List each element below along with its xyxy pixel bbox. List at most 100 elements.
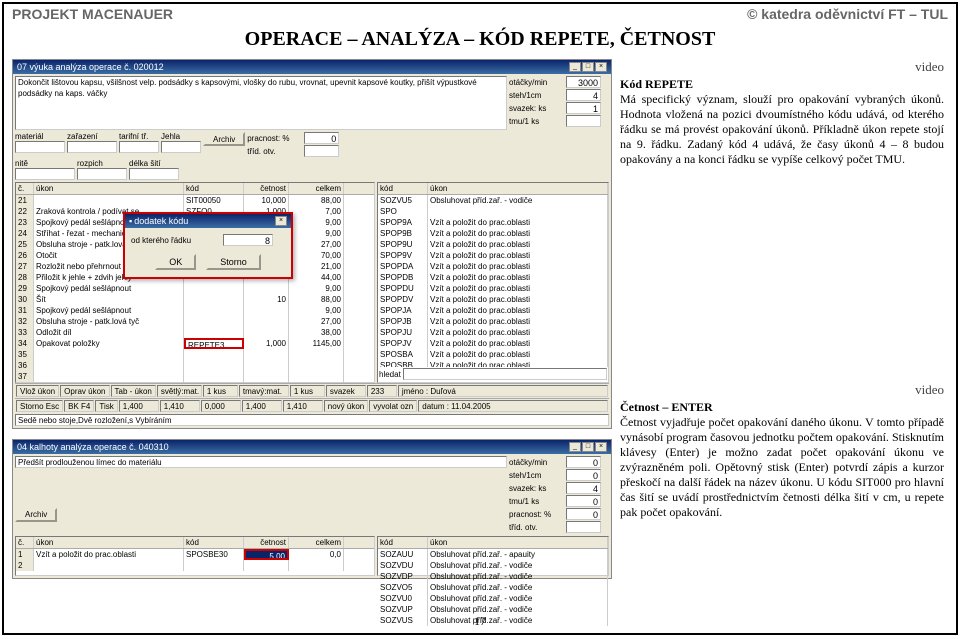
dialog-value[interactable]: 8 [223,234,273,246]
st-tisk[interactable]: Tisk [95,400,117,412]
steh-field[interactable]: 4 [566,89,601,101]
trid2-field[interactable] [566,521,601,533]
win2-left-table[interactable]: č. úkon kód četnost celkem 1 Vzít a polo… [15,536,375,576]
lbl-hledat: hledat [379,370,401,379]
win2-right-table[interactable]: kód úkon SOZAUUObsluhovat příd.zař. - ap… [377,536,609,576]
lbl-otacky: otáčky/min [509,78,564,87]
table-row[interactable]: SOZVDPObsluhovat příd.zař. - vodiče [378,571,608,582]
maximize-icon[interactable]: □ [582,442,594,452]
win1-status-bar: Vlož úkon Oprav úkon Tab - úkon světlý:m… [15,383,609,398]
table-row[interactable]: 2 [16,560,374,571]
st-oprav[interactable]: Oprav úkon [60,385,109,397]
dialog-close-icon[interactable]: × [275,216,287,226]
table-row[interactable]: SOZVU5Obsluhovat příd.zař. - vodiče [378,195,608,206]
close-icon[interactable]: × [595,442,607,452]
dodatek-dialog: ▪dodatek kódu × od kterého řádku 8 OK St… [123,212,293,279]
st-vyvol[interactable]: vyvolat ozn [369,400,417,412]
sv2-field[interactable]: 4 [566,482,601,494]
st-user: jméno : Duľová [398,385,608,397]
otacky2-field[interactable]: 0 [566,456,601,468]
table-row[interactable]: SPOPJVVzít a položit do prac.oblasti [378,338,608,349]
table-row[interactable]: SOZVDUObsluhovat příd.zař. - vodiče [378,560,608,571]
table-row[interactable]: 34 Opakovat položky REPETE3 1,000 1145,0… [16,338,374,349]
steh2-field[interactable]: 0 [566,469,601,481]
st-m2-3: 1,410 [160,400,200,412]
table-row[interactable]: SOZVUSObsluhovat příd.zař. - vodiče [378,615,608,626]
th2-celkem: celkem [289,537,344,548]
table-row[interactable]: SOZAUUObsluhovat příd.zař. - apauity [378,549,608,560]
table-row[interactable]: 29 Spojkový pedál sešlápnout 9,00 [16,283,374,294]
material-field[interactable] [15,141,65,153]
table-row[interactable]: SPOPDBVzít a položit do prac.oblasti [378,272,608,283]
minimize-icon[interactable]: _ [569,442,581,452]
page-number: 17 [474,614,486,629]
table-row[interactable]: SPOSBAVzít a položit do prac.oblasti [378,349,608,360]
table-row[interactable]: SPOPJBVzít a položit do prac.oblasti [378,316,608,327]
st-vloz[interactable]: Vlož úkon [16,385,59,397]
archiv2-button[interactable]: Archiv [15,508,57,522]
table-row[interactable]: SPOPJAVzít a položit do prac.oblasti [378,305,608,316]
table-row[interactable]: 36 [16,360,374,371]
st-novy[interactable]: nový úkon [324,400,368,412]
table-row[interactable]: 33 Odložit díl 38,00 [16,327,374,338]
nite-field[interactable] [15,168,75,180]
win2-titlebar[interactable]: 04 kalhoty analýza operace č. 040310 _ □… [13,440,611,454]
table-row[interactable]: 21 SIT00050 10,000 88,00 [16,195,374,206]
table-row[interactable]: SOZVO5Obsluhovat příd.zař. - vodiče [378,582,608,593]
st-m4-0: 1 kus [290,385,325,397]
table-row[interactable]: SPOP9UVzít a položit do prac.oblasti [378,239,608,250]
tmu2-field[interactable]: 0 [566,495,601,507]
st-bk[interactable]: BK F4 [64,400,94,412]
th2-c: č. [16,537,34,548]
lbl-material: materiál [15,132,65,141]
rozpich-field[interactable] [77,168,127,180]
table-row[interactable]: 31 Spojkový pedál sešlápnout 9,00 [16,305,374,316]
table-row[interactable]: SPO [378,206,608,217]
minimize-icon[interactable]: _ [569,62,581,72]
lbl-svazek: svazek: ks [509,104,564,113]
table-row[interactable]: 32 Obsluha stroje - patk.lová tyč 27,00 [16,316,374,327]
jehla-field[interactable] [161,141,201,153]
pracnost-field[interactable]: 0 [304,132,339,144]
table-row[interactable]: SOZVU0Obsluhovat příd.zař. - vodiče [378,593,608,604]
st-m3-3: 0,000 [201,400,241,412]
table-row[interactable]: 1 Vzít a položit do prac.oblasti SPOSBE3… [16,549,374,560]
lbl-otacky2: otáčky/min [509,458,564,467]
storno-button[interactable]: Storno [206,254,261,270]
win1-right-table[interactable]: kód úkon SOZVU5Obsluhovat příd.zař. - vo… [377,182,609,383]
table-row[interactable]: 35 [16,349,374,360]
win1-titlebar[interactable]: 07 výuka analýza operace č. 020012 _ □ × [13,60,611,74]
table-row[interactable]: SPOP9AVzít a položit do prac.oblasti [378,217,608,228]
th2-cet: četnost [244,537,289,548]
table-row[interactable]: SPOPDUVzít a položit do prac.oblasti [378,283,608,294]
table-row[interactable]: SPOPDVVzít a položit do prac.oblasti [378,294,608,305]
svazek-field[interactable]: 1 [566,102,601,114]
archiv-button[interactable]: Archiv [203,132,245,146]
prac2-field[interactable]: 0 [566,508,601,520]
st-tab[interactable]: Tab - úkon [111,385,156,397]
lbl-trid2: tříd. otv. [509,523,564,532]
table-row[interactable]: SPOP9VVzít a položit do prac.oblasti [378,250,608,261]
table-row[interactable]: SOZVUPObsluhovat příd.zař. - vodiče [378,604,608,615]
trid-field[interactable] [304,145,339,157]
st-m3-0: tmavý:mat. [239,385,289,397]
delka-field[interactable] [129,168,179,180]
dialog-titlebar[interactable]: ▪dodatek kódu × [125,214,291,228]
zarazeni-field[interactable] [67,141,117,153]
close-icon[interactable]: × [595,62,607,72]
table-row[interactable]: SPOPDAVzít a položit do prac.oblasti [378,261,608,272]
table-row[interactable]: 30 Šít 10 88,00 [16,294,374,305]
tarif-field[interactable] [119,141,159,153]
video-label-2: video [620,382,944,398]
table-row[interactable]: SPOPJUVzít a položit do prac.oblasti [378,327,608,338]
tmu-field[interactable] [566,115,601,127]
ok-button[interactable]: OK [155,254,196,270]
st-m5-3: 1,410 [283,400,323,412]
table-row[interactable]: SPOSBBVzít a položit do prac.oblasti [378,360,608,367]
table-row[interactable]: SPOP9BVzít a položit do prac.oblasti [378,228,608,239]
st-storno[interactable]: Storno Esc [16,400,63,412]
maximize-icon[interactable]: □ [582,62,594,72]
otacky-field[interactable]: 3000 [566,76,601,88]
table-row[interactable]: 37 [16,371,374,382]
hledat-field[interactable] [403,368,607,380]
